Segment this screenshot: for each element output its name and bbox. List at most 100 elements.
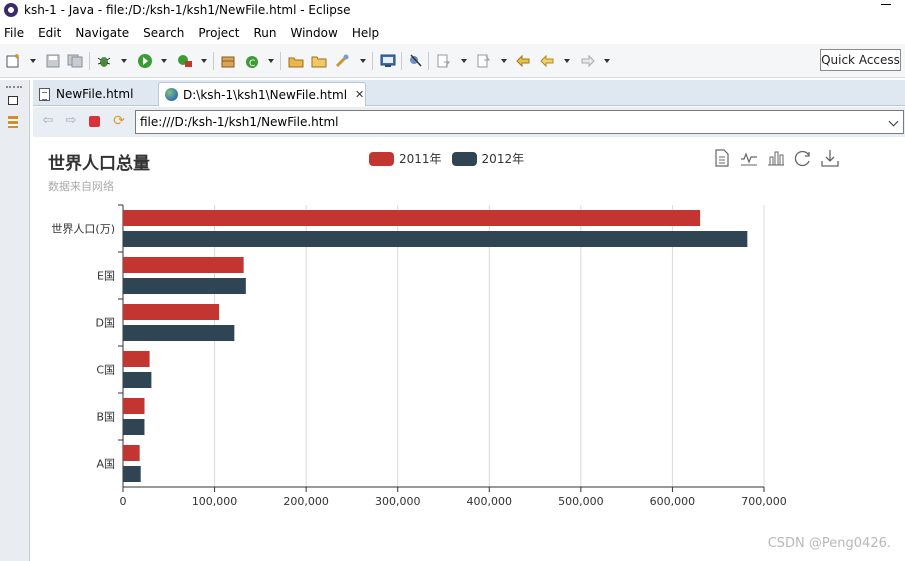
bar-chart: 0 100,000 200,000 300,000 400,000 500,000 600,… [51, 204, 787, 508]
open-type-icon[interactable] [288, 54, 304, 68]
back-dropdown-icon[interactable] [564, 59, 570, 63]
bar-chart-icon[interactable] [767, 149, 785, 167]
tab-newfile-browser[interactable]: D:\ksh-1\ksh1\NewFile.html ✕ [158, 82, 366, 106]
menu-run[interactable]: Run [253, 26, 277, 40]
chart-toolbox [713, 149, 848, 167]
toolbar-separator [428, 52, 429, 70]
legend-item-2012[interactable]: 2012年 [451, 150, 525, 167]
menu-edit[interactable]: Edit [38, 26, 62, 40]
bar-2011年 [123, 398, 145, 414]
restore-chart-icon[interactable] [794, 149, 812, 167]
bar-2011年 [123, 351, 150, 367]
main-toolbar: C Quick Access [0, 44, 905, 78]
save-icon[interactable] [45, 54, 61, 68]
watermark-text: CSDN @Peng0426. [767, 536, 891, 551]
editor-tab-bar: NewFile.html D:\ksh-1\ksh1\NewFile.html … [33, 80, 905, 106]
x-tick-label: 600,000 [650, 495, 696, 508]
open-resource-icon[interactable] [311, 54, 327, 68]
menu-project[interactable]: Project [198, 26, 240, 40]
next-annotation-dropdown-icon[interactable] [461, 59, 467, 63]
skip-breakpoints-icon[interactable] [408, 54, 424, 68]
toolbar-separator [401, 52, 402, 70]
menu-help[interactable]: Help [351, 26, 380, 40]
legend-item-2011[interactable]: 2011年 [369, 150, 442, 167]
tab-newfile-source[interactable]: NewFile.html [33, 82, 157, 106]
data-view-icon[interactable] [713, 149, 731, 167]
menu-window[interactable]: Window [290, 26, 338, 40]
y-tick-label: B国 [96, 411, 115, 424]
previous-annotation-icon[interactable] [476, 54, 492, 68]
next-annotation-icon[interactable] [436, 54, 452, 68]
chart-title: 世界人口总量 [48, 154, 150, 174]
external-tools-dropdown-icon[interactable] [201, 59, 207, 63]
chart-subtitle: 数据来自网络 [48, 180, 114, 193]
chart-container: 世界人口总量 数据来自网络 2011年 2012年 0 100,000 200,00… [33, 137, 905, 561]
url-input[interactable]: file:///D:/ksh-1/ksh1/NewFile.html [135, 110, 904, 134]
bar-2012年 [123, 325, 235, 341]
x-tick-label: 100,000 [192, 495, 238, 508]
line-chart-icon[interactable] [740, 149, 758, 167]
chevron-down-icon[interactable] [888, 116, 899, 127]
search-dropdown-icon[interactable] [360, 59, 366, 63]
run-icon[interactable] [137, 54, 153, 68]
svg-text:C: C [249, 59, 255, 68]
y-tick-label: 世界人口(万) [51, 223, 115, 236]
new-package-icon[interactable] [220, 54, 236, 68]
menu-bar: File Edit Navigate Search Project Run Wi… [0, 22, 905, 44]
chart-legend: 2011年 2012年 [369, 150, 534, 167]
menu-navigate[interactable]: Navigate [75, 26, 130, 40]
external-tools-icon[interactable] [177, 54, 193, 68]
run-dropdown-icon[interactable] [161, 59, 167, 63]
drag-handle-icon[interactable] [6, 86, 22, 88]
debug-icon[interactable] [96, 54, 112, 68]
close-icon[interactable]: ✕ [355, 88, 365, 101]
legend-label-2012: 2012年 [481, 152, 525, 166]
debug-dropdown-icon[interactable] [121, 59, 127, 63]
x-tick-label: 200,000 [283, 495, 329, 508]
x-tick-label: 300,000 [375, 495, 421, 508]
bar-2012年 [123, 419, 145, 435]
menu-search[interactable]: Search [143, 26, 185, 40]
refresh-icon[interactable]: ⟳ [113, 113, 125, 129]
new-class-icon[interactable]: C [245, 54, 261, 68]
new-dropdown-icon[interactable] [30, 59, 36, 63]
forward-dropdown-icon[interactable] [604, 59, 610, 63]
download-icon[interactable] [821, 149, 839, 167]
forward-icon[interactable] [580, 54, 596, 68]
y-tick-label: E国 [97, 270, 115, 283]
package-explorer-icon[interactable] [8, 116, 18, 128]
window-title-bar: ksh-1 - Java - file:/D:/ksh-1/ksh1/NewFi… [0, 0, 905, 20]
x-tick-label: 500,000 [558, 495, 604, 508]
forward-arrow-icon[interactable]: ⇨ [65, 113, 77, 128]
new-icon[interactable] [6, 54, 22, 68]
toolbar-separator [213, 52, 214, 70]
bar-2012年 [123, 278, 246, 294]
editor-area: NewFile.html D:\ksh-1\ksh1\NewFile.html … [33, 80, 905, 561]
console-icon[interactable] [380, 54, 396, 68]
y-tick-label: C国 [96, 364, 115, 377]
minimize-button[interactable] [881, 4, 891, 5]
eclipse-icon [4, 3, 18, 17]
restore-icon[interactable] [8, 96, 18, 105]
last-edit-location-icon[interactable] [515, 54, 531, 68]
stop-icon[interactable] [89, 116, 100, 127]
y-tick-label: D国 [96, 317, 115, 330]
legend-swatch-2012 [451, 151, 477, 166]
search-tool-icon[interactable] [335, 54, 351, 68]
back-icon[interactable] [539, 54, 555, 68]
back-arrow-icon[interactable]: ⇦ [42, 113, 54, 128]
legend-label-2011: 2011年 [399, 152, 442, 166]
globe-icon [165, 88, 178, 101]
new-class-dropdown-icon[interactable] [268, 59, 274, 63]
previous-annotation-dropdown-icon[interactable] [501, 59, 507, 63]
quick-access-field[interactable]: Quick Access [820, 49, 901, 71]
menu-file[interactable]: File [4, 26, 25, 40]
tab-label: NewFile.html [56, 87, 134, 101]
save-all-icon[interactable] [67, 54, 83, 68]
url-text: file:///D:/ksh-1/ksh1/NewFile.html [140, 115, 339, 129]
x-tick-label: 0 [120, 495, 127, 508]
bar-2011年 [123, 257, 244, 273]
bar-2011年 [123, 445, 140, 461]
bar-2011年 [123, 304, 220, 320]
bar-2012年 [123, 231, 748, 247]
